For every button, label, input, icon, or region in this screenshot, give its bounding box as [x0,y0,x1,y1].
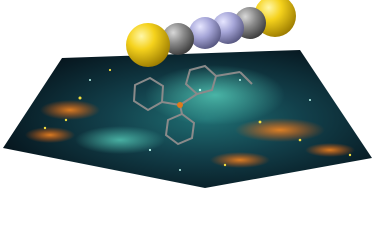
page [3,0,372,188]
graphical-abstract [3,0,372,188]
phosphorus-atom [177,102,183,108]
phosphine-sticks [132,64,253,146]
thiocyanate-molecule [126,0,296,67]
